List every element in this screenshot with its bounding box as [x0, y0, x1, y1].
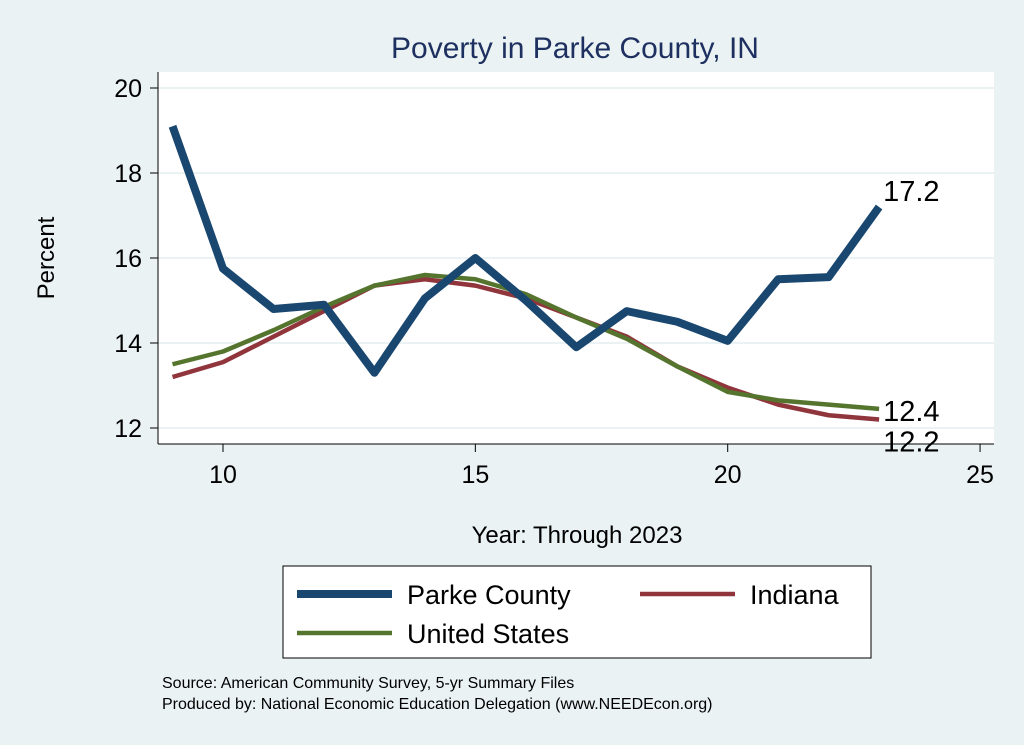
source-note: Source: American Community Survey, 5-yr …	[162, 675, 574, 692]
end-label-parke-county: 17.2	[883, 176, 939, 208]
x-tick-label: 10	[209, 461, 237, 489]
legend-label-us: United States	[407, 619, 569, 649]
legend-label-parke: Parke County	[407, 580, 571, 610]
series-line-parke-county	[168, 124, 883, 377]
end-label-indiana: 12.2	[883, 427, 939, 459]
producer-note: Produced by: National Economic Education…	[162, 696, 713, 713]
end-label-united-states: 12.4	[883, 396, 939, 428]
y-tick-label: 20	[114, 75, 142, 103]
series-line-united-states	[171, 272, 880, 412]
x-tick-label: 15	[461, 461, 489, 489]
chart-title: Poverty in Parke County, IN	[391, 32, 759, 65]
y-tick-label: 14	[114, 330, 142, 358]
y-tick-label: 16	[114, 245, 142, 273]
x-tick-label: 25	[966, 461, 994, 489]
y-axis-label: Percent	[33, 216, 60, 299]
y-tick-label: 12	[114, 415, 142, 443]
y-tick-label: 18	[114, 160, 142, 188]
x-axis-label: Year: Through 2023	[472, 522, 683, 549]
legend-label-indiana: Indiana	[750, 580, 840, 610]
x-tick-label: 20	[714, 461, 742, 489]
legend: Parke County Indiana United States	[282, 565, 872, 659]
